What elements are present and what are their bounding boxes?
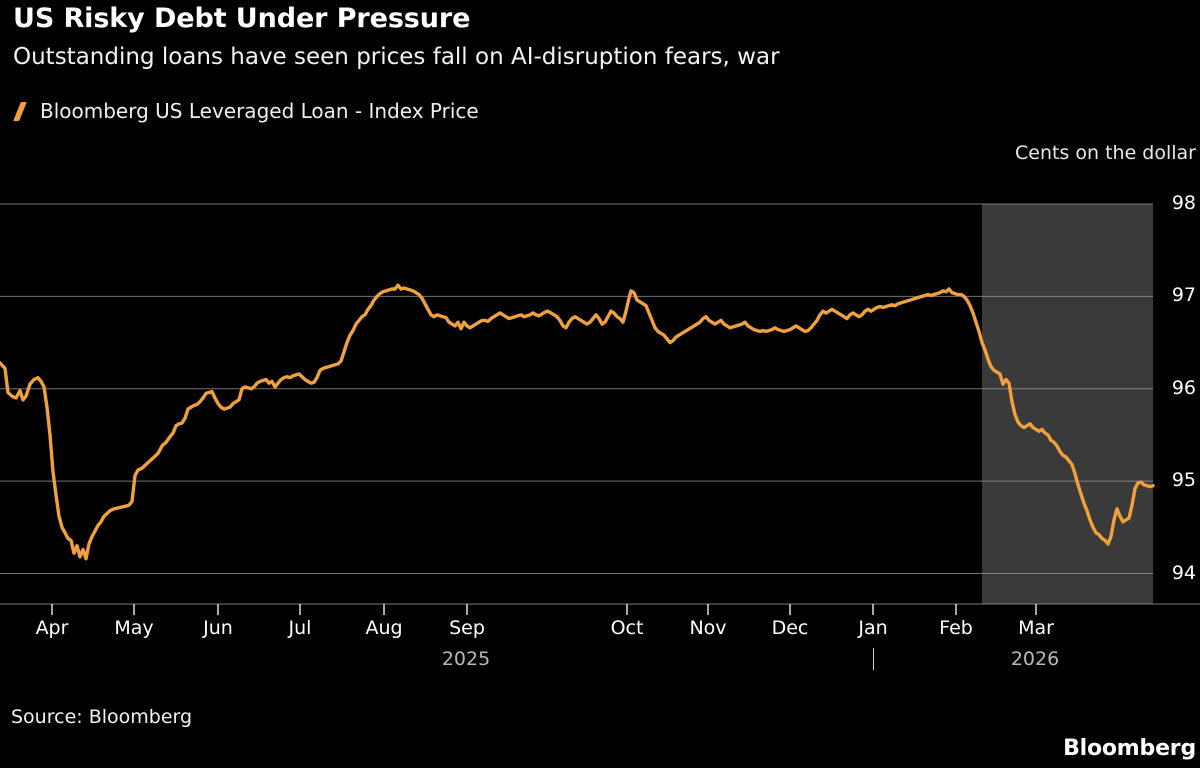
series-line — [0, 283, 1155, 561]
y-axis-tick-label: 94 — [1171, 561, 1196, 584]
x-axis-tick-label: Nov — [689, 617, 727, 639]
y-axis-unit-label: Cents on the dollar — [1014, 142, 1196, 164]
source-note: Source: Bloomberg — [11, 706, 193, 728]
bloomberg-logo: Bloomberg — [1063, 736, 1196, 761]
x-axis-tick-label: Dec — [771, 617, 809, 639]
x-axis-tick-label: Mar — [1018, 617, 1054, 639]
x-axis-tick-label: Oct — [610, 617, 644, 639]
x-axis-tick-label: Jan — [858, 617, 888, 639]
page-subtitle: Outstanding loans have seen prices fall … — [13, 44, 780, 70]
x-axis-tick-label: Jul — [288, 617, 312, 639]
year-separator-tick — [873, 648, 874, 670]
y-axis-tick-label: 97 — [1171, 284, 1196, 307]
x-axis-tick-label: Aug — [365, 617, 403, 639]
y-axis-tick-label: 95 — [1171, 469, 1196, 492]
page-title: US Risky Debt Under Pressure — [13, 3, 471, 34]
chart-legend: Bloomberg US Leveraged Loan - Index Pric… — [10, 99, 479, 123]
x-axis-tick-label: Feb — [939, 617, 973, 639]
x-axis-tick-label: Jun — [203, 617, 233, 639]
y-axis-tick-label: 96 — [1171, 376, 1196, 399]
legend-series-label: Bloomberg US Leveraged Loan - Index Pric… — [40, 99, 479, 123]
x-axis-year-label: 2026 — [1010, 648, 1060, 670]
x-axis-tick-label: Apr — [35, 617, 69, 639]
x-axis-year-label: 2025 — [441, 648, 491, 670]
x-axis-tick-label: Sep — [449, 617, 485, 639]
x-axis-tick-label: May — [114, 617, 154, 639]
y-axis-tick-label: 98 — [1171, 192, 1196, 214]
shaded-region — [982, 204, 1153, 604]
